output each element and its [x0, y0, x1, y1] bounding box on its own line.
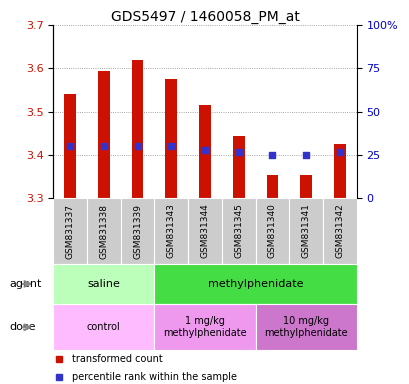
Bar [188, 199, 221, 263]
Bar [255, 199, 289, 263]
Bar [232, 136, 244, 199]
Bar [154, 263, 356, 304]
Point [168, 143, 174, 149]
Bar [165, 79, 177, 199]
Text: GSM831337: GSM831337 [65, 204, 74, 258]
Point [67, 143, 73, 149]
Bar [131, 60, 143, 199]
Bar [64, 94, 76, 199]
Text: GSM831343: GSM831343 [166, 204, 175, 258]
Text: control: control [87, 322, 120, 332]
Bar [266, 175, 278, 199]
Text: dose: dose [9, 322, 36, 332]
Text: saline: saline [87, 279, 120, 289]
Text: GSM831342: GSM831342 [335, 204, 344, 258]
Title: GDS5497 / 1460058_PM_at: GDS5497 / 1460058_PM_at [110, 10, 299, 24]
Bar [221, 199, 255, 263]
Bar [289, 199, 322, 263]
Point [336, 149, 342, 155]
Text: methylphenidate: methylphenidate [207, 279, 303, 289]
Point [235, 149, 241, 155]
Text: 1 mg/kg
methylphenidate: 1 mg/kg methylphenidate [163, 316, 246, 338]
Text: transformed count: transformed count [71, 354, 162, 364]
Text: GSM831339: GSM831339 [133, 204, 142, 258]
Text: GSM831344: GSM831344 [200, 204, 209, 258]
Text: GSM831341: GSM831341 [301, 204, 310, 258]
Bar [154, 199, 188, 263]
Bar [87, 199, 120, 263]
Text: GSM831340: GSM831340 [267, 204, 276, 258]
Bar [333, 144, 345, 199]
Text: GSM831338: GSM831338 [99, 204, 108, 258]
Bar [154, 304, 255, 350]
Text: 10 mg/kg
methylphenidate: 10 mg/kg methylphenidate [264, 316, 347, 338]
Text: percentile rank within the sample: percentile rank within the sample [71, 372, 236, 382]
Point [268, 152, 275, 158]
Bar [53, 263, 154, 304]
Bar [199, 105, 210, 199]
Bar [120, 199, 154, 263]
Point [201, 147, 208, 153]
Bar [322, 199, 356, 263]
Point [134, 143, 141, 149]
Text: GSM831345: GSM831345 [234, 204, 243, 258]
Bar [53, 304, 154, 350]
Bar [299, 175, 311, 199]
Point [100, 143, 107, 149]
Point [302, 152, 309, 158]
Text: agent: agent [9, 279, 42, 289]
Bar [53, 199, 87, 263]
Bar [255, 304, 356, 350]
Bar [98, 71, 110, 199]
